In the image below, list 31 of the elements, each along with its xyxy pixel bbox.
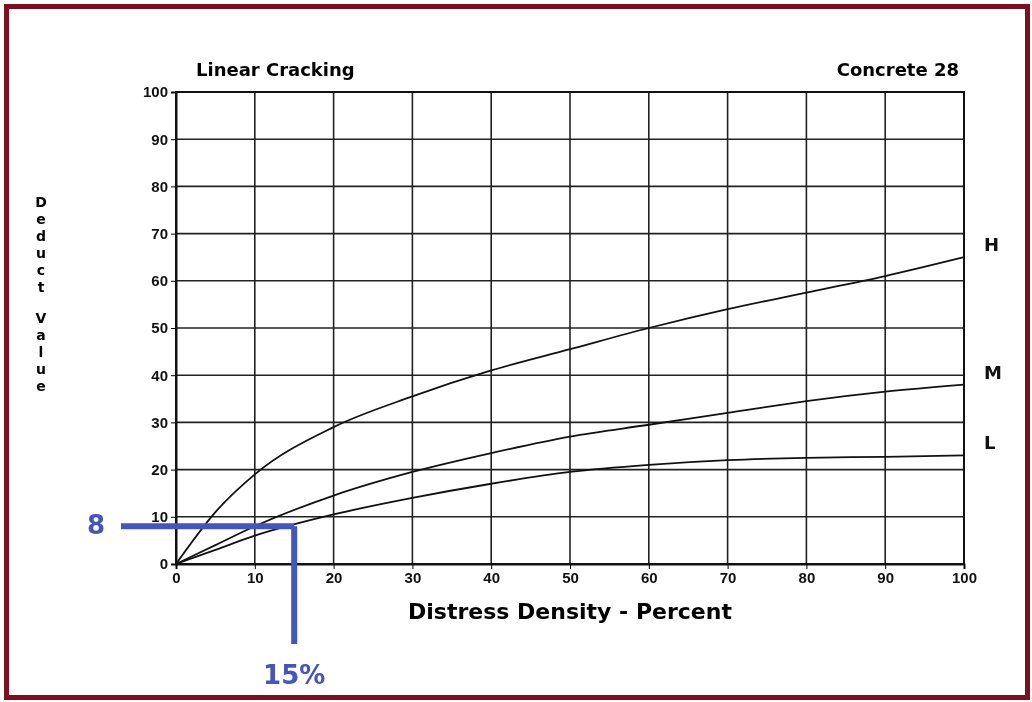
y-tick-label: 10 (151, 508, 168, 526)
x-tick-label: 100 (951, 568, 978, 586)
x-tick-label: 90 (877, 568, 895, 586)
series-label: M (984, 361, 1002, 383)
y-tick-label: 90 (151, 130, 168, 148)
x-tick-label: 50 (562, 568, 579, 586)
y-tick-label: 40 (151, 366, 168, 384)
x-axis-title: Distress Density - Percent (408, 599, 733, 624)
series-label: L (984, 432, 996, 454)
y-tick-label: 50 (151, 319, 168, 337)
y-tick-label: 60 (151, 272, 168, 290)
series-label: H (984, 234, 1000, 256)
y-tick-label: 80 (151, 177, 168, 195)
x-tick-label: 40 (483, 568, 501, 586)
x-tick-label: 70 (719, 568, 737, 586)
chart-title: Linear Cracking (196, 59, 355, 80)
y-tick-label: 20 (151, 460, 168, 478)
chart-subtitle: Concrete 28 (836, 59, 959, 80)
y-tick-label: 30 (151, 413, 168, 431)
x-tick-label: 0 (172, 568, 181, 586)
x-tick-label: 10 (246, 568, 264, 586)
ref-line-label: 8 (86, 510, 106, 541)
ref-line-label: 15% (263, 660, 326, 690)
y-tick-label: 70 (151, 224, 168, 242)
x-tick-label: 60 (640, 568, 658, 586)
x-tick-label: 20 (325, 568, 343, 586)
x-tick-label: 80 (798, 568, 816, 586)
y-tick-label: 100 (142, 83, 168, 101)
x-tick-label: 30 (404, 568, 422, 586)
y-tick-label: 0 (159, 555, 168, 573)
text: Deduct Value (35, 194, 47, 394)
